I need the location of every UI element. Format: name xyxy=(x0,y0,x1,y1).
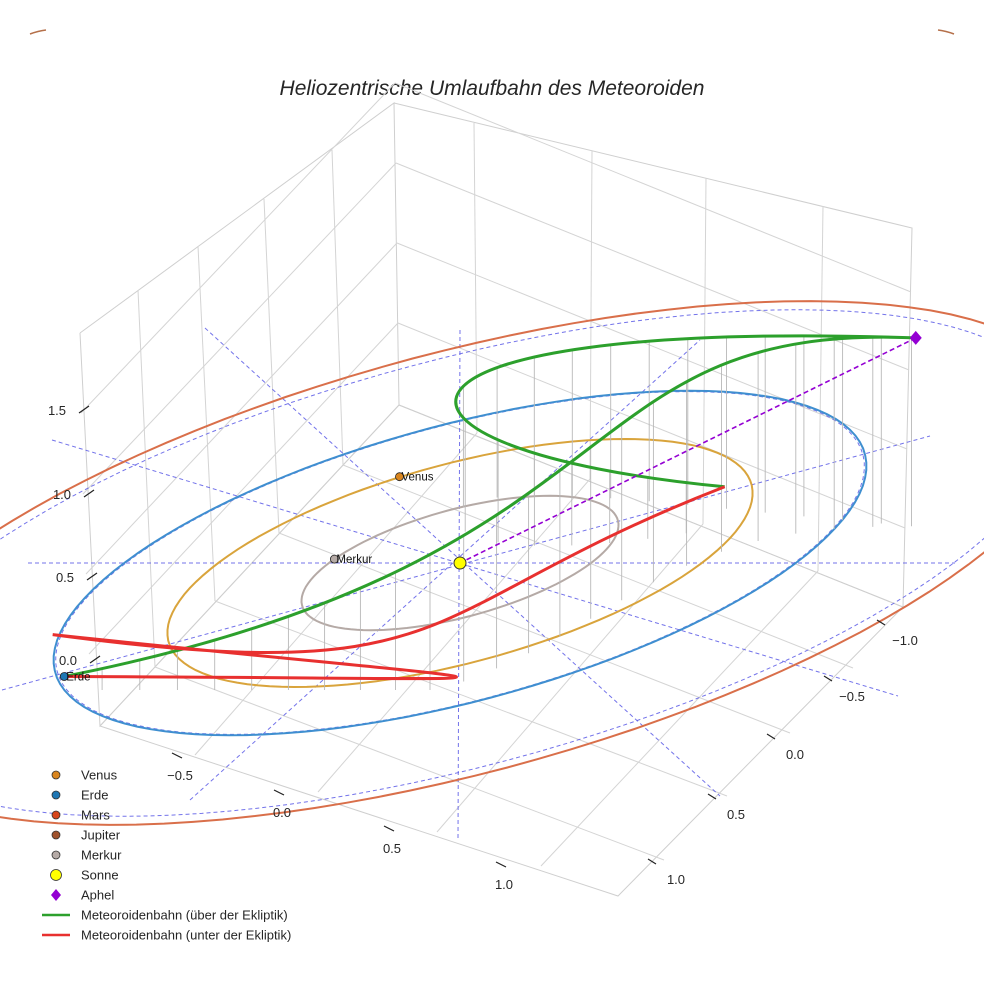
legend-marker xyxy=(51,889,61,901)
legend-label: Meteoroidenbahn (über der Ekliptik) xyxy=(81,908,288,923)
grid-line xyxy=(394,82,912,293)
legend-label: Mars xyxy=(81,808,110,823)
y-tick-label: −0.5 xyxy=(839,689,865,704)
grid-line xyxy=(263,198,280,534)
x-tick-mark xyxy=(383,825,395,832)
z-tick-label: 0.5 xyxy=(56,570,74,585)
y-tick-mark xyxy=(707,793,717,800)
grid xyxy=(79,82,913,897)
orbit-drop-lines xyxy=(101,335,912,690)
x-tick-mark xyxy=(273,789,285,796)
planet-marker-erde xyxy=(59,672,69,681)
z-tick-label: 0.0 xyxy=(59,653,77,668)
grid-line xyxy=(396,242,908,450)
meteoroid-orbit-above xyxy=(63,334,916,678)
planet-orbits xyxy=(0,300,984,826)
legend: Venus Erde Mars Jupiter Merkur Sonne Aphel Mete… xyxy=(42,768,291,943)
grid-line xyxy=(331,149,344,466)
grid-line xyxy=(436,523,704,833)
y-tick-mark xyxy=(823,675,833,682)
axes: −0.5 0.0 0.5 1.0 −1.0 −0.5 0.0 0.5 1.0 0.0 0.5 1.0 1… xyxy=(48,403,918,892)
grid-line xyxy=(473,122,478,434)
orbit-erde xyxy=(52,389,868,737)
y-tick-label: 0.0 xyxy=(786,747,804,762)
meteoroid-orbit xyxy=(52,334,916,681)
legend-label: Aphel xyxy=(81,888,114,903)
x-tick-mark xyxy=(171,752,183,759)
legend-marker xyxy=(50,869,62,881)
legend-marker xyxy=(51,830,61,840)
legend-marker xyxy=(51,850,61,860)
legend-label: Sonne xyxy=(81,868,119,883)
grid-line xyxy=(702,177,707,525)
orbit-venus xyxy=(166,437,754,689)
legend-label: Meteoroidenbahn (unter der Ekliptik) xyxy=(81,928,291,943)
legend-label: Erde xyxy=(81,788,108,803)
planet-label-venus: Venus xyxy=(402,472,434,484)
jupiter-orbit-arc-right xyxy=(937,29,955,35)
x-tick-label: 1.0 xyxy=(495,877,513,892)
guide-line xyxy=(189,339,701,801)
grid-line xyxy=(278,532,791,734)
legend-label: Venus xyxy=(81,768,118,783)
grid-line xyxy=(589,150,593,480)
planet-label-erde: Erde xyxy=(66,672,90,684)
grid-line xyxy=(88,322,399,655)
grid-line xyxy=(817,205,824,572)
z-tick-label: 1.5 xyxy=(48,403,66,418)
guide-line xyxy=(204,327,721,797)
legend-label: Jupiter xyxy=(81,828,121,843)
grid-line xyxy=(397,322,906,529)
y-tick-label: 1.0 xyxy=(667,872,685,887)
legend-marker xyxy=(51,810,61,820)
sun-marker xyxy=(453,556,467,570)
grid-line xyxy=(80,82,396,414)
x-tick-label: 0.0 xyxy=(273,805,291,820)
y-tick-mark xyxy=(766,733,776,740)
y-tick-mark xyxy=(876,619,886,626)
grid-line xyxy=(194,432,478,756)
legend-label: Merkur xyxy=(81,848,122,863)
x-tick-mark xyxy=(495,861,507,868)
z-tick-label: 1.0 xyxy=(53,487,71,502)
aphel-marker xyxy=(909,330,922,345)
grid-line xyxy=(82,162,397,495)
planet-label-merkur: Merkur xyxy=(336,554,372,566)
grid-line xyxy=(197,245,216,602)
projection-guides xyxy=(0,309,984,839)
markers: MerkurVenusErdeMars xyxy=(59,330,922,684)
z-tick-mark xyxy=(78,405,90,414)
guide-line xyxy=(1,435,931,691)
grid-line xyxy=(85,242,398,575)
z-tick-mark xyxy=(89,655,101,664)
aphel-drop-line xyxy=(459,337,917,564)
planet-marker-venus xyxy=(395,472,404,482)
grid-line xyxy=(137,289,156,668)
legend-marker xyxy=(51,790,61,800)
grid-line xyxy=(317,478,591,793)
z-tick-mark xyxy=(86,572,98,581)
grid-line xyxy=(540,570,819,867)
planet-marker-merkur xyxy=(329,554,339,564)
meteoroid-orbit-below xyxy=(52,485,726,681)
jupiter-orbit-arc-left xyxy=(29,29,47,35)
y-tick-label: −1.0 xyxy=(892,633,918,648)
guide-line xyxy=(51,439,899,697)
chart-title: Heliozentrische Umlaufbahn des Meteoroid… xyxy=(280,77,705,100)
y-tick-mark xyxy=(647,858,657,865)
guide-line xyxy=(457,329,461,839)
grid-line xyxy=(154,666,665,861)
y-tick-label: 0.5 xyxy=(727,807,745,822)
orbit-mars xyxy=(0,300,984,826)
grid-line xyxy=(342,464,854,669)
x-tick-label: −0.5 xyxy=(167,768,193,783)
z-tick-mark xyxy=(83,489,95,498)
orbit-merkur xyxy=(300,494,620,632)
legend-marker xyxy=(51,770,61,780)
x-tick-label: 0.5 xyxy=(383,841,401,856)
grid-line xyxy=(214,600,728,797)
